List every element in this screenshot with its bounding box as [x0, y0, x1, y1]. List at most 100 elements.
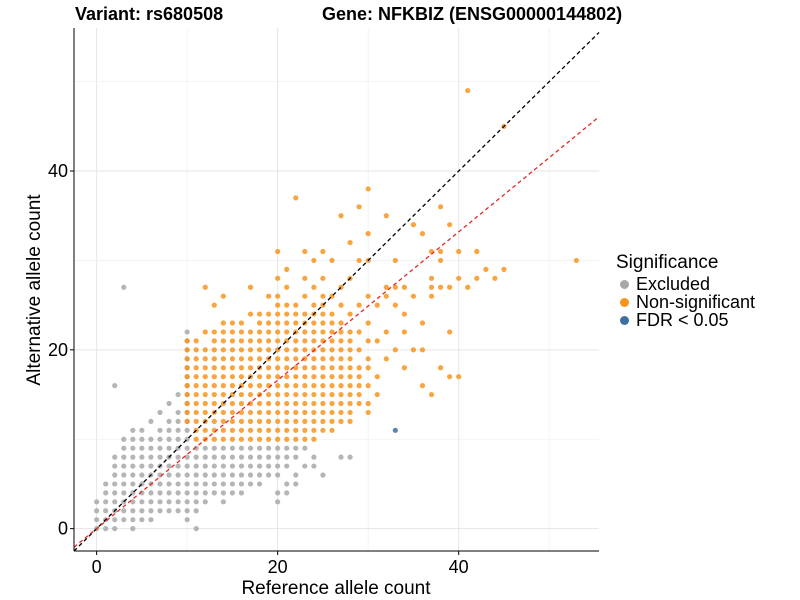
- point-excluded: [193, 454, 199, 460]
- point-non-significant: [410, 293, 417, 299]
- point-excluded: [193, 526, 199, 532]
- point-non-significant: [311, 356, 317, 362]
- point-non-significant: [320, 275, 326, 281]
- point-non-significant: [238, 329, 245, 335]
- point-non-significant: [347, 383, 353, 389]
- point-excluded: [184, 427, 190, 433]
- legend-swatch-non-significant: [620, 297, 629, 307]
- point-excluded: [112, 454, 118, 460]
- identity-reference-line: [73, 32, 600, 552]
- legend-item-non-significant: Non-significant: [616, 292, 755, 312]
- point-non-significant: [338, 374, 344, 380]
- y-axis-label: Alternative allele count: [24, 194, 45, 386]
- point-non-significant: [329, 383, 335, 389]
- point-excluded: [302, 445, 308, 451]
- variant-title: Variant: rs680508: [75, 4, 224, 24]
- point-excluded: [157, 427, 163, 433]
- point-non-significant: [293, 391, 299, 398]
- point-excluded: [347, 454, 353, 460]
- point-excluded: [311, 454, 317, 460]
- point-excluded: [229, 472, 236, 478]
- point-non-significant: [275, 338, 281, 344]
- point-non-significant: [284, 329, 290, 335]
- point-non-significant: [338, 302, 344, 308]
- point-non-significant: [419, 347, 426, 353]
- point-non-significant: [311, 418, 317, 424]
- point-non-significant: [410, 347, 417, 353]
- point-non-significant: [229, 329, 236, 335]
- point-non-significant: [329, 338, 335, 344]
- point-non-significant: [338, 409, 344, 416]
- point-non-significant: [238, 374, 245, 380]
- point-non-significant: [383, 356, 389, 362]
- point-non-significant: [229, 347, 236, 353]
- point-excluded: [175, 481, 181, 487]
- point-non-significant: [275, 427, 281, 433]
- point-non-significant: [202, 400, 208, 407]
- point-non-significant: [220, 338, 226, 344]
- point-non-significant: [266, 436, 272, 442]
- point-non-significant: [193, 374, 199, 380]
- point-non-significant: [347, 374, 353, 380]
- point-non-significant: [465, 87, 471, 94]
- point-non-significant: [365, 338, 371, 344]
- point-non-significant: [311, 257, 317, 264]
- point-non-significant: [184, 347, 190, 353]
- point-non-significant: [229, 409, 236, 416]
- point-non-significant: [302, 329, 308, 335]
- point-excluded: [202, 454, 208, 460]
- point-non-significant: [238, 391, 245, 398]
- point-non-significant: [220, 293, 226, 299]
- point-non-significant: [238, 320, 245, 326]
- point-excluded: [320, 472, 326, 478]
- point-excluded: [275, 454, 281, 460]
- point-non-significant: [184, 383, 190, 389]
- point-non-significant: [266, 418, 272, 424]
- point-non-significant: [465, 284, 471, 290]
- point-non-significant: [247, 409, 254, 416]
- point-non-significant: [329, 356, 335, 362]
- point-non-significant: [211, 356, 217, 362]
- point-non-significant: [202, 427, 208, 433]
- axes: [73, 28, 599, 552]
- point-excluded: [139, 490, 145, 496]
- point-non-significant: [302, 365, 308, 371]
- point-non-significant: [365, 365, 371, 371]
- point-non-significant: [266, 347, 272, 353]
- point-excluded: [202, 490, 208, 496]
- point-non-significant: [202, 391, 208, 398]
- point-non-significant: [320, 347, 326, 353]
- point-non-significant: [311, 320, 317, 326]
- point-excluded: [157, 490, 163, 496]
- legend-swatch-fdr: [620, 315, 629, 325]
- point-excluded: [193, 490, 199, 496]
- point-non-significant: [302, 383, 308, 389]
- point-non-significant: [247, 383, 254, 389]
- point-excluded: [94, 499, 100, 505]
- point-excluded: [220, 472, 226, 478]
- point-excluded: [148, 490, 154, 496]
- point-non-significant: [320, 374, 326, 380]
- point-non-significant: [293, 302, 299, 308]
- point-non-significant: [356, 365, 362, 371]
- point-excluded: [293, 454, 299, 460]
- point-excluded: [175, 427, 181, 433]
- point-non-significant: [302, 409, 308, 416]
- point-non-significant: [293, 195, 299, 201]
- point-non-significant: [365, 320, 371, 326]
- point-non-significant: [311, 329, 317, 335]
- point-non-significant: [347, 311, 353, 317]
- point-non-significant: [284, 409, 290, 416]
- point-non-significant: [356, 374, 362, 380]
- point-non-significant: [447, 222, 453, 228]
- point-non-significant: [338, 213, 344, 219]
- point-non-significant: [275, 293, 281, 299]
- legend-item-excluded: Excluded: [616, 274, 755, 294]
- x-tick-label: 0: [92, 557, 102, 577]
- point-non-significant: [311, 427, 317, 433]
- point-excluded: [284, 490, 290, 496]
- point-non-significant: [247, 311, 254, 317]
- point-excluded: [166, 508, 172, 514]
- point-excluded: [139, 454, 145, 460]
